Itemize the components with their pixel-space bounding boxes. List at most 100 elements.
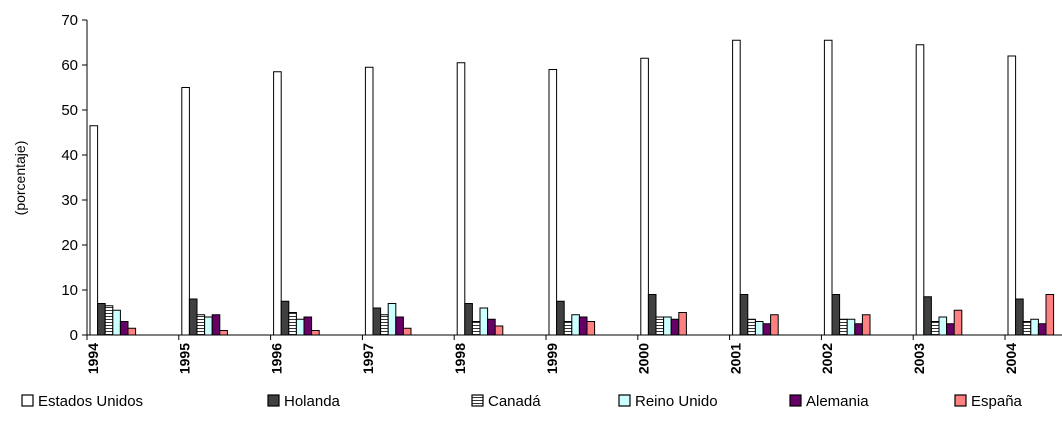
legend-swatch [471,394,484,407]
bar-3 [563,321,573,336]
bar-1 [640,57,649,336]
bar-4 [754,321,764,336]
legend-swatch [267,394,280,407]
x-tick-label: 1998 [452,343,468,374]
bar-3 [471,321,481,336]
bar-5 [946,323,955,336]
x-tick-label: 2001 [727,343,743,374]
bar-3 [655,316,665,336]
bar-4 [479,307,489,336]
bar-3 [104,305,114,336]
bar-6 [953,309,963,336]
legend-swatch [21,394,34,407]
legend-swatch [618,394,631,407]
x-tick-label: 2004 [1003,343,1019,374]
bar-2 [556,300,565,336]
x-tick-label: 2002 [819,343,835,374]
bar-1 [364,66,374,336]
x-tick-label: 1999 [544,343,560,374]
x-tick-label: 2003 [911,343,927,374]
bar-4 [295,318,305,336]
legend-label: Reino Unido [635,393,718,410]
bar-2 [1015,298,1024,336]
y-tick-label: 40 [61,147,78,164]
bar-4 [846,318,856,336]
bar-2 [372,307,382,336]
bar-5 [487,318,496,336]
bar-6 [219,330,228,336]
bar-4 [204,316,213,336]
bar-5 [578,316,588,336]
legend-label: Estados Unidos [38,393,143,410]
bar-2 [647,294,657,336]
bar-5 [303,316,313,336]
bar-6 [678,312,687,336]
bar-6 [861,314,871,336]
x-tick-label: 1997 [360,343,376,374]
legend-label: Holanda [284,393,341,410]
bar-3 [380,314,389,336]
bar-1 [732,39,741,336]
legend-label: Alemania [806,393,869,410]
y-tick-label: 30 [61,192,78,209]
bar-4 [663,316,672,336]
bar-4 [571,314,580,336]
bar-5 [1037,323,1047,336]
bar-2 [188,298,198,336]
y-tick-label: 70 [61,12,78,29]
bar-4 [938,316,948,336]
bar-1 [915,44,925,336]
bar-6 [127,327,137,336]
legend: Estados Unidos Holanda Canadá Reino Unido Al… [21,393,1023,410]
bars [89,39,1055,336]
bar-3 [196,314,206,336]
bar-5 [854,323,863,336]
bar-3 [747,318,756,336]
y-tick-label: 20 [61,237,78,254]
y-tick-label: 50 [61,102,78,119]
bar-6 [1045,294,1055,336]
bar-6 [494,325,504,336]
bar-1 [1007,55,1017,336]
bar-1 [823,39,833,336]
bar-1 [456,62,466,336]
x-tick-label: 1994 [85,343,101,374]
legend-swatch [789,394,802,407]
bar-6 [311,330,320,336]
bar-5 [119,321,129,336]
bar-2 [97,303,106,336]
bar-2 [464,303,473,336]
x-tick-label: 1995 [177,343,193,374]
legend-swatch [954,394,967,407]
bar-5 [762,323,772,336]
bar-5 [211,314,221,336]
bar-1 [181,87,190,336]
bar-2 [831,294,841,336]
bar-3 [930,321,940,336]
bar-2 [280,300,290,336]
bar-4 [112,309,121,336]
legend-label: Canadá [488,393,541,410]
bar-6 [402,327,412,336]
y-tick-label: 60 [61,57,78,74]
bar-5 [670,318,680,336]
bar-6 [586,321,596,336]
bar-1 [548,69,558,336]
bar-1 [89,125,99,336]
bar-4 [387,303,397,336]
x-tick-label: 2000 [636,343,652,374]
bar-2 [923,296,932,336]
axes: 0 10 20 30 40 50 60 70 1994 1995 1996 1997 1998 1999 2… [61,12,1062,374]
y-axis-label: (porcentaje) [12,141,28,216]
bar-4 [1030,318,1039,336]
y-tick-label: 10 [61,282,78,299]
bar-6 [770,314,779,336]
bar-3 [839,318,848,336]
legend-label: España [971,393,1023,410]
bar-5 [395,316,404,336]
y-tick-label: 0 [70,327,78,344]
bar-3 [1022,321,1032,336]
x-tick-label: 1996 [268,343,284,374]
bar-2 [739,294,749,336]
